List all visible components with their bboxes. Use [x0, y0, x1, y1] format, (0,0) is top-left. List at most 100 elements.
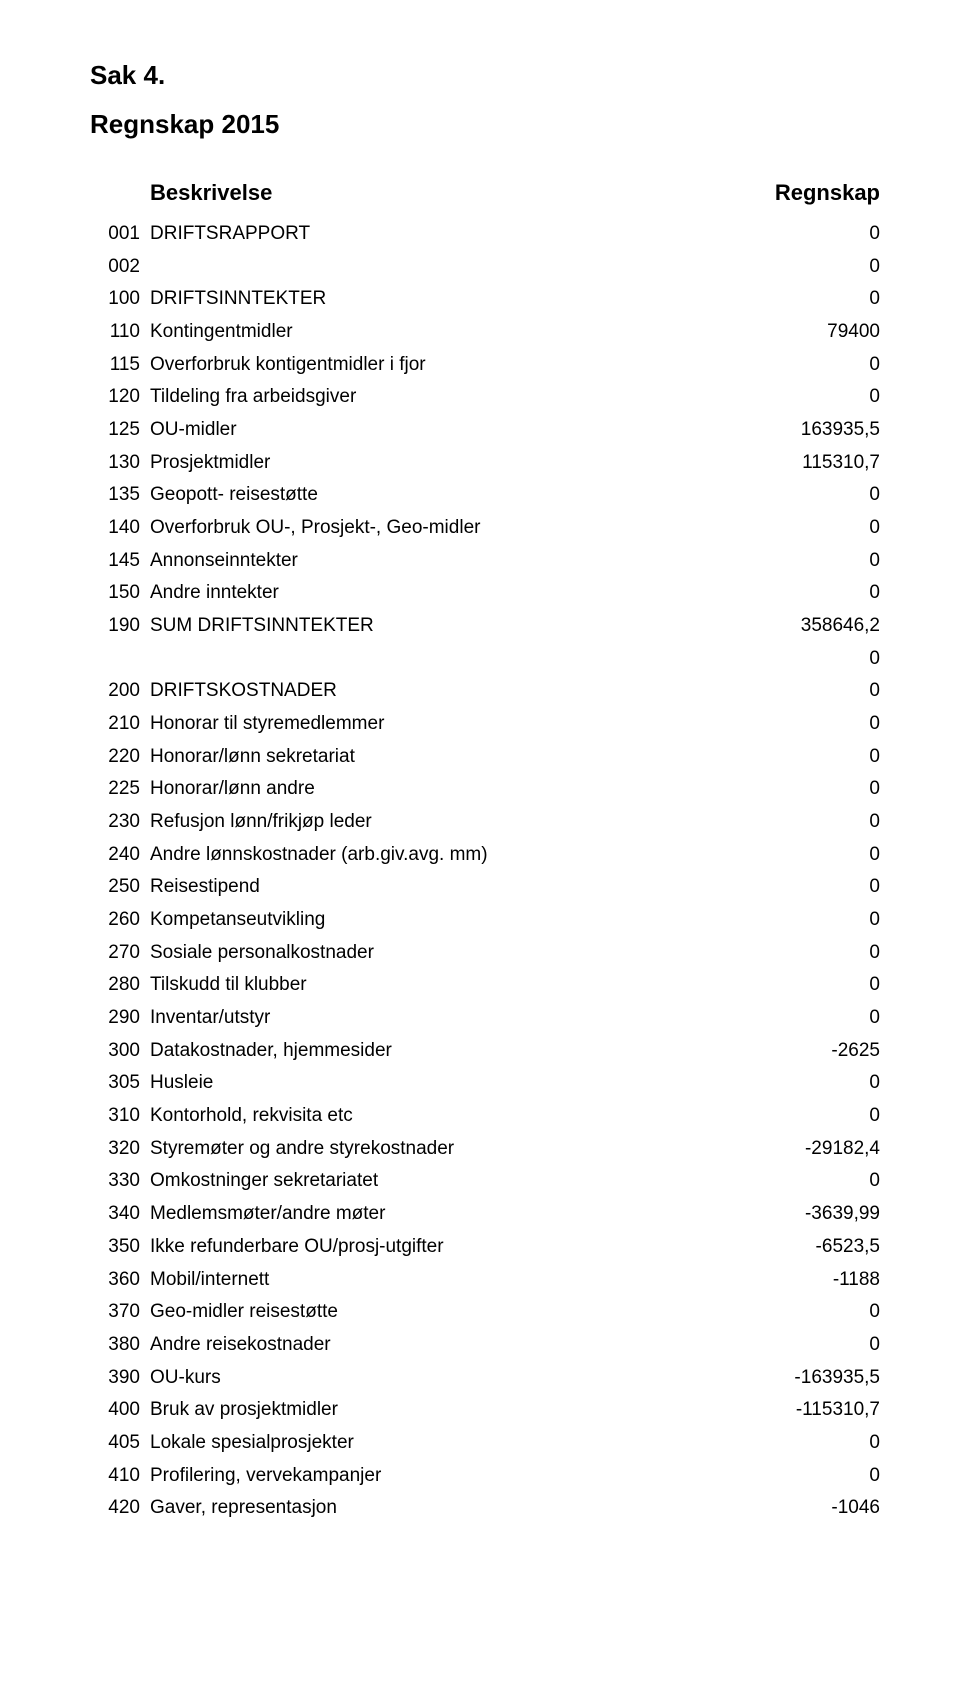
- row-amount: 0: [690, 1067, 880, 1100]
- row-code: 150: [90, 577, 150, 610]
- row-amount: 0: [690, 349, 880, 382]
- row-amount: 0: [690, 577, 880, 610]
- row-description: Profilering, vervekampanjer: [150, 1460, 690, 1493]
- row-description: SUM DRIFTSINNTEKTER: [150, 610, 690, 643]
- table-row: 100DRIFTSINNTEKTER0: [90, 283, 880, 316]
- table-row: 270Sosiale personalkostnader0: [90, 937, 880, 970]
- row-description: Prosjektmidler: [150, 447, 690, 480]
- row-code: 110: [90, 316, 150, 349]
- row-description: Kompetanseutvikling: [150, 904, 690, 937]
- row-amount: 79400: [690, 316, 880, 349]
- row-amount: -6523,5: [690, 1231, 880, 1264]
- row-amount: 0: [690, 741, 880, 774]
- row-amount: 0: [690, 937, 880, 970]
- table-row: 380Andre reisekostnader0: [90, 1329, 880, 1362]
- row-amount: 0: [690, 904, 880, 937]
- row-amount: 0: [690, 283, 880, 316]
- row-amount: 0: [690, 1296, 880, 1329]
- row-code: 125: [90, 414, 150, 447]
- table-row: 240Andre lønnskostnader (arb.giv.avg. mm…: [90, 839, 880, 872]
- row-amount: 0: [690, 1002, 880, 1035]
- row-amount: 0: [690, 675, 880, 708]
- header-description: Beskrivelse: [90, 180, 690, 206]
- table-row: 200DRIFTSKOSTNADER0: [90, 675, 880, 708]
- row-code: 390: [90, 1362, 150, 1395]
- row-description: Mobil/internett: [150, 1264, 690, 1297]
- row-description: Annonseinntekter: [150, 545, 690, 578]
- row-code: 225: [90, 773, 150, 806]
- table-row: 190SUM DRIFTSINNTEKTER358646,2: [90, 610, 880, 643]
- row-amount: 0: [690, 1427, 880, 1460]
- row-description: [150, 643, 690, 676]
- row-code: 002: [90, 251, 150, 284]
- row-amount: 0: [690, 806, 880, 839]
- row-code: 145: [90, 545, 150, 578]
- row-description: OU-midler: [150, 414, 690, 447]
- header-amount: Regnskap: [690, 180, 880, 206]
- row-code: 200: [90, 675, 150, 708]
- table-row: 220Honorar/lønn sekretariat0: [90, 741, 880, 774]
- row-amount: 0: [690, 512, 880, 545]
- row-code: 330: [90, 1165, 150, 1198]
- row-description: Gaver, representasjon: [150, 1492, 690, 1525]
- table-row: 120Tildeling fra arbeidsgiver0: [90, 381, 880, 414]
- row-description: Geopott- reisestøtte: [150, 479, 690, 512]
- row-code: 370: [90, 1296, 150, 1329]
- table-row: 0: [90, 643, 880, 676]
- row-description: Kontingentmidler: [150, 316, 690, 349]
- row-amount: 0: [690, 871, 880, 904]
- row-code: 360: [90, 1264, 150, 1297]
- row-description: DRIFTSINNTEKTER: [150, 283, 690, 316]
- row-description: Honorar til styremedlemmer: [150, 708, 690, 741]
- row-code: 340: [90, 1198, 150, 1231]
- row-amount: -3639,99: [690, 1198, 880, 1231]
- row-code: 320: [90, 1133, 150, 1166]
- row-code: 290: [90, 1002, 150, 1035]
- row-description: Husleie: [150, 1067, 690, 1100]
- row-description: Tildeling fra arbeidsgiver: [150, 381, 690, 414]
- row-amount: 0: [690, 1329, 880, 1362]
- table-row: 250Reisestipend0: [90, 871, 880, 904]
- row-amount: 0: [690, 708, 880, 741]
- row-description: Bruk av prosjektmidler: [150, 1394, 690, 1427]
- table-row: 340Medlemsmøter/andre møter-3639,99: [90, 1198, 880, 1231]
- table-row: 280Tilskudd til klubber0: [90, 969, 880, 1002]
- table-row: 135Geopott- reisestøtte0: [90, 479, 880, 512]
- row-description: Omkostninger sekretariatet: [150, 1165, 690, 1198]
- row-description: Honorar/lønn andre: [150, 773, 690, 806]
- row-code: 380: [90, 1329, 150, 1362]
- row-code: 305: [90, 1067, 150, 1100]
- table-body: 001DRIFTSRAPPORT00020100DRIFTSINNTEKTER0…: [90, 218, 880, 1525]
- table-row: 210Honorar til styremedlemmer0: [90, 708, 880, 741]
- table-row: 225Honorar/lønn andre0: [90, 773, 880, 806]
- table-row: 150Andre inntekter0: [90, 577, 880, 610]
- sak-title: Sak 4.: [90, 60, 880, 91]
- row-amount: -163935,5: [690, 1362, 880, 1395]
- row-code: 260: [90, 904, 150, 937]
- row-amount: 0: [690, 545, 880, 578]
- row-code: 270: [90, 937, 150, 970]
- row-description: Andre lønnskostnader (arb.giv.avg. mm): [150, 839, 690, 872]
- row-description: Ikke refunderbare OU/prosj-utgifter: [150, 1231, 690, 1264]
- row-code: 115: [90, 349, 150, 382]
- row-description: Kontorhold, rekvisita etc: [150, 1100, 690, 1133]
- table-row: 125OU-midler163935,5: [90, 414, 880, 447]
- table-row: 290Inventar/utstyr0: [90, 1002, 880, 1035]
- row-description: Medlemsmøter/andre møter: [150, 1198, 690, 1231]
- table-row: 420Gaver, representasjon-1046: [90, 1492, 880, 1525]
- table-row: 140Overforbruk OU-, Prosjekt-, Geo-midle…: [90, 512, 880, 545]
- row-amount: -1046: [690, 1492, 880, 1525]
- row-description: OU-kurs: [150, 1362, 690, 1395]
- table-row: 350Ikke refunderbare OU/prosj-utgifter-6…: [90, 1231, 880, 1264]
- row-amount: -2625: [690, 1035, 880, 1068]
- row-code: 190: [90, 610, 150, 643]
- row-description: Lokale spesialprosjekter: [150, 1427, 690, 1460]
- row-description: Datakostnader, hjemmesider: [150, 1035, 690, 1068]
- row-description: Styremøter og andre styrekostnader: [150, 1133, 690, 1166]
- table-row: 305Husleie0: [90, 1067, 880, 1100]
- table-row: 230Refusjon lønn/frikjøp leder0: [90, 806, 880, 839]
- table-row: 330Omkostninger sekretariatet0: [90, 1165, 880, 1198]
- row-description: [150, 251, 690, 284]
- row-description: Refusjon lønn/frikjøp leder: [150, 806, 690, 839]
- row-code: 405: [90, 1427, 150, 1460]
